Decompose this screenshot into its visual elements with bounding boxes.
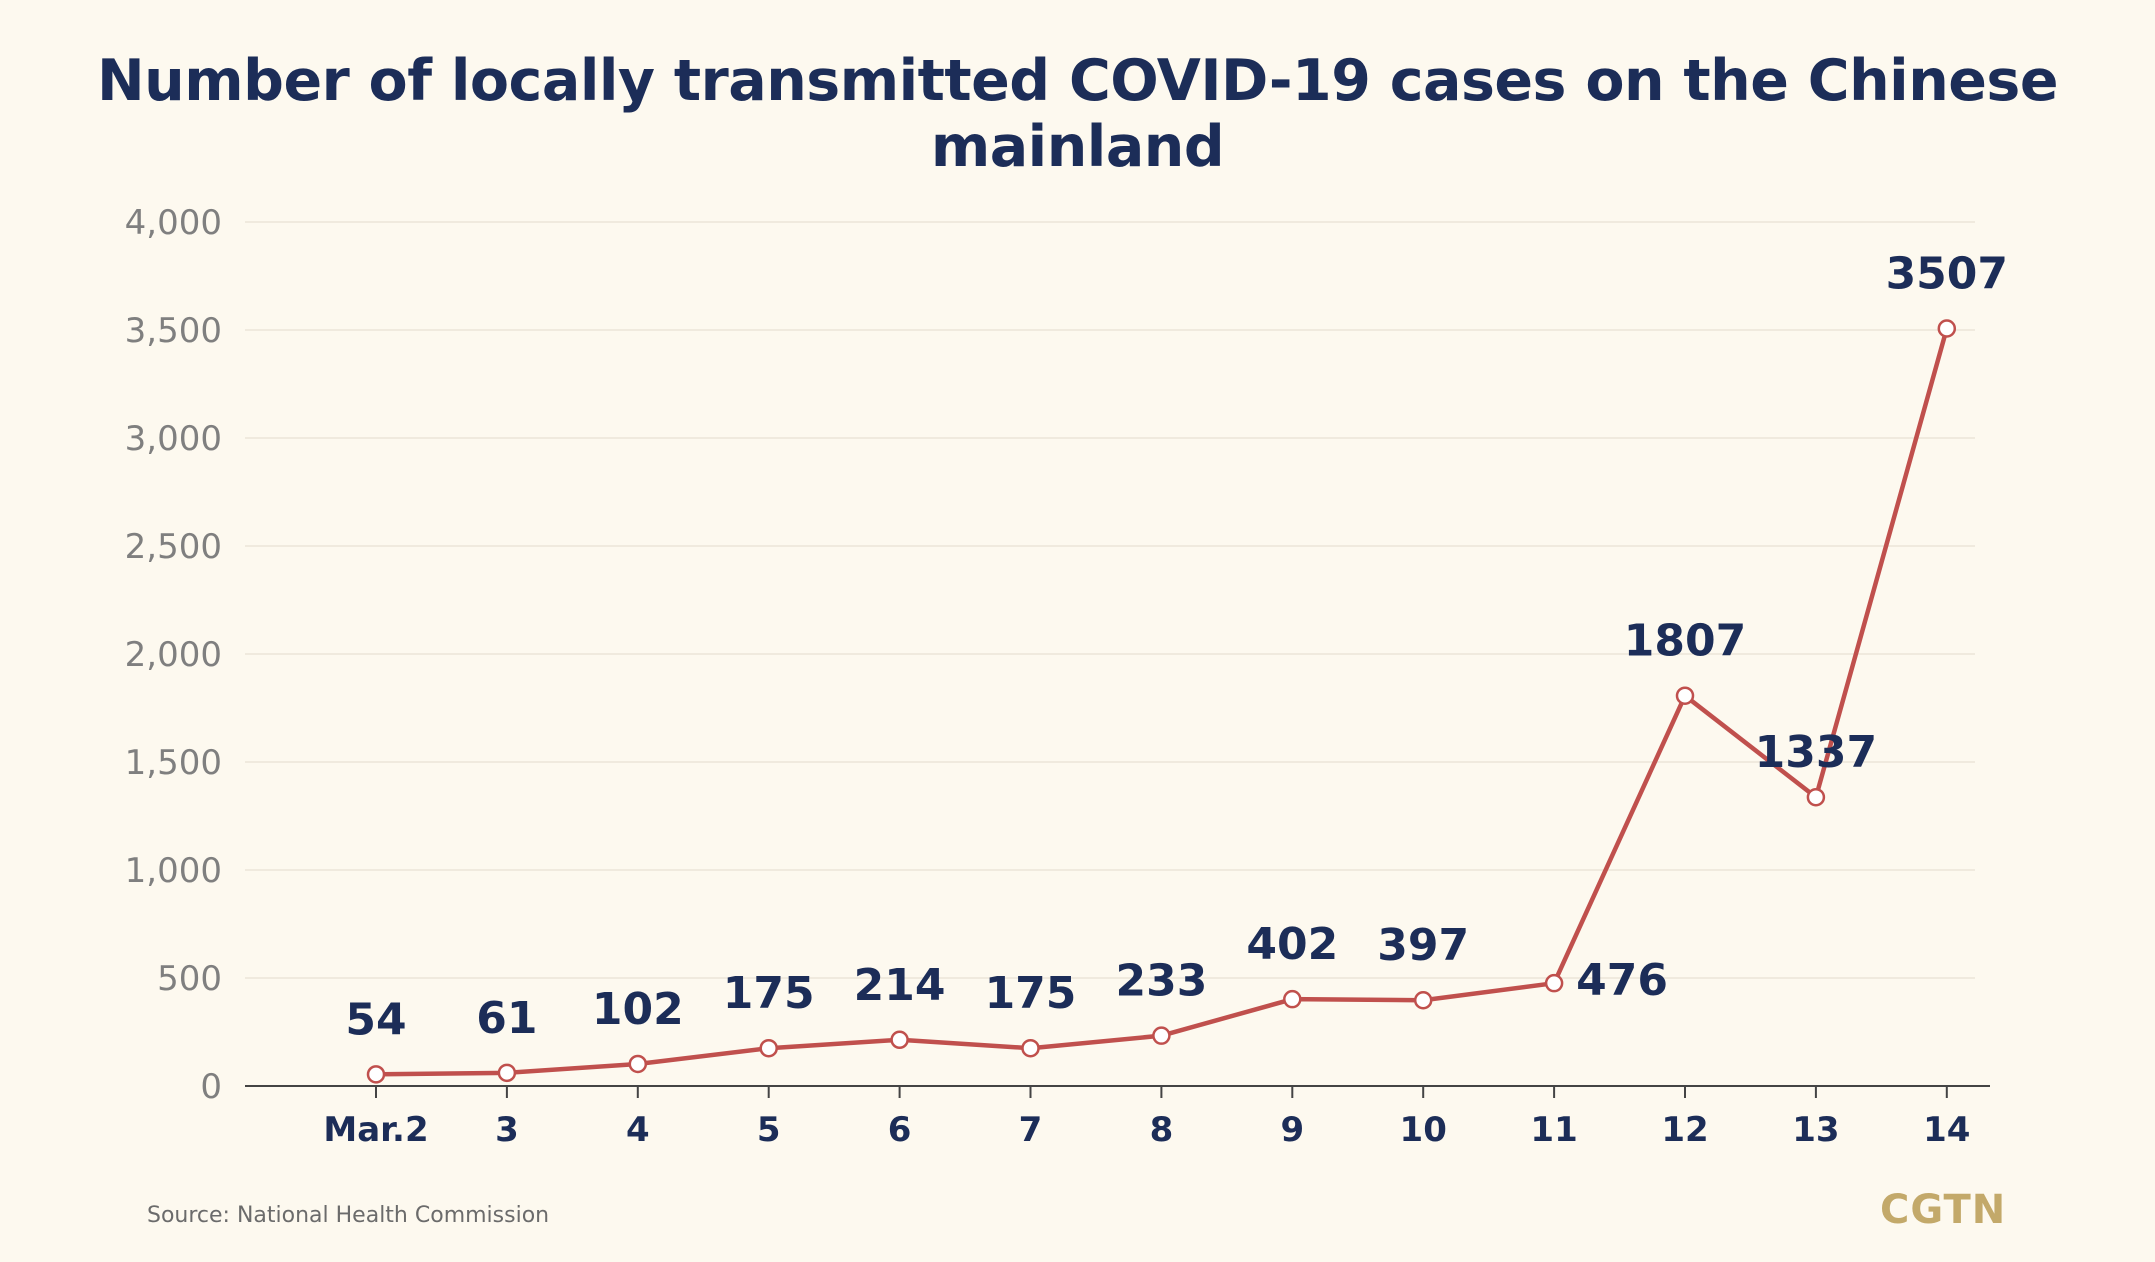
data-point xyxy=(1152,1026,1171,1045)
y-tick-label: 1,500 xyxy=(125,743,222,783)
data-label: 3507 xyxy=(1886,248,2008,299)
y-tick-label: 2,000 xyxy=(125,635,222,675)
data-label: 233 xyxy=(1115,956,1207,1007)
data-point xyxy=(1675,686,1695,705)
data-point xyxy=(1021,1038,1040,1058)
data-label: 61 xyxy=(476,993,537,1044)
x-tick-label: 6 xyxy=(888,1110,912,1150)
data-point xyxy=(497,1063,517,1083)
y-tick-label: 3,000 xyxy=(125,419,222,459)
data-point xyxy=(890,1030,909,1050)
y-tick-label: 2,500 xyxy=(125,527,222,567)
x-tick-label: 8 xyxy=(1150,1110,1174,1150)
x-tick-label: 12 xyxy=(1661,1110,1708,1150)
x-tick-label: 3 xyxy=(495,1110,519,1150)
y-tick-label: 3,500 xyxy=(125,311,222,351)
cgtn-logo: CGTN xyxy=(1880,1187,2007,1233)
data-label: 54 xyxy=(345,994,406,1045)
data-point xyxy=(366,1065,386,1084)
x-tick-label: 14 xyxy=(1923,1110,1970,1150)
data-point xyxy=(628,1054,648,1074)
y-tick-label: 4,000 xyxy=(125,203,222,243)
data-label: 476 xyxy=(1576,955,1668,1006)
x-tick-label: 7 xyxy=(1019,1110,1043,1150)
data-point xyxy=(1544,973,1564,993)
data-point xyxy=(1806,787,1826,807)
data-label: 397 xyxy=(1377,920,1469,971)
x-tick-label: 13 xyxy=(1792,1110,1839,1150)
data-point xyxy=(1283,989,1302,1009)
data-point xyxy=(759,1038,778,1058)
chart-title: Number of locally transmitted COVID-19 c… xyxy=(96,48,2059,180)
data-label: 402 xyxy=(1246,919,1338,970)
data-label: 214 xyxy=(854,960,946,1011)
data-label: 102 xyxy=(592,984,684,1035)
x-tick-label: Mar.2 xyxy=(323,1110,428,1150)
source-note: Source: National Health Commission xyxy=(147,1203,550,1228)
data-label: 175 xyxy=(723,968,815,1019)
x-tick-label: 9 xyxy=(1280,1110,1304,1150)
data-label: 175 xyxy=(985,968,1077,1019)
data-label: 1807 xyxy=(1624,616,1746,667)
data-label: 1337 xyxy=(1755,727,1877,778)
y-tick-label: 1,000 xyxy=(125,851,222,891)
x-tick-label: 5 xyxy=(757,1110,781,1150)
x-tick-label: 10 xyxy=(1400,1110,1447,1150)
y-tick-label: 0 xyxy=(200,1067,222,1107)
x-tick-label: 4 xyxy=(626,1110,650,1150)
y-tick-label: 500 xyxy=(157,959,222,999)
data-point xyxy=(1413,990,1433,1010)
data-point xyxy=(1937,319,1957,338)
x-tick-label: 11 xyxy=(1530,1110,1577,1150)
